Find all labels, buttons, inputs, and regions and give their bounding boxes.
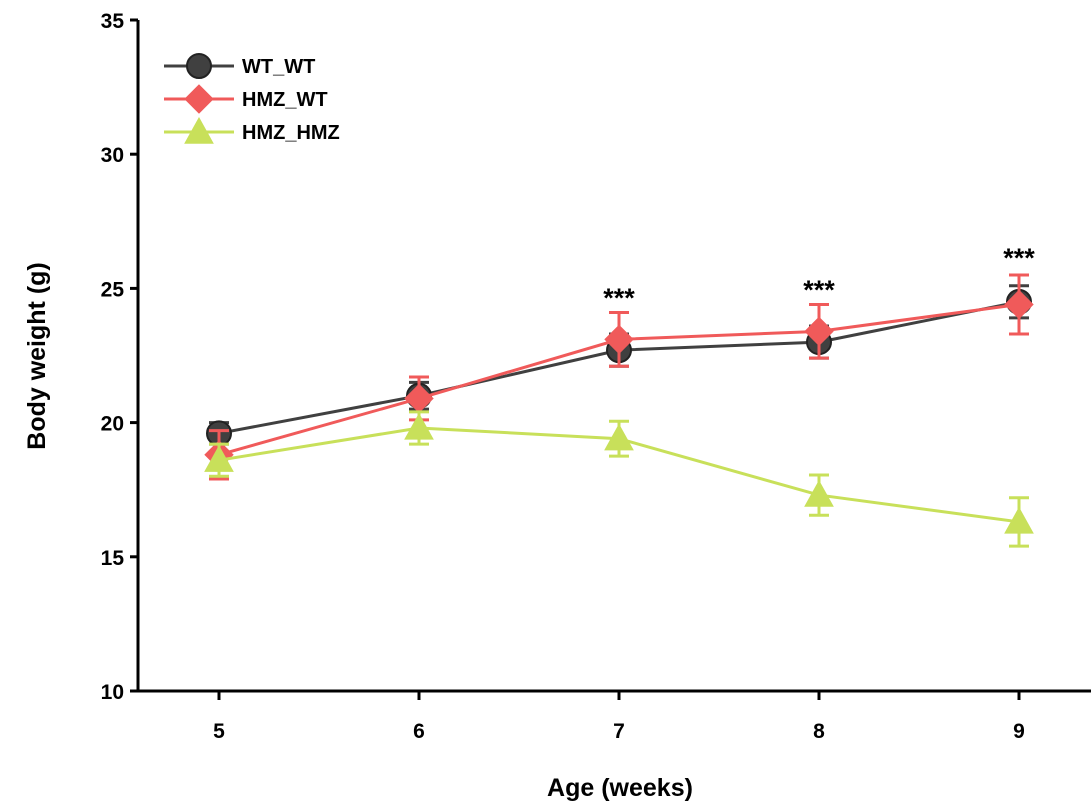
x-tick-label: 6: [413, 720, 425, 743]
legend-item-hmz-wt: HMZ_WT: [164, 84, 328, 114]
y-tick-label: 25: [101, 278, 125, 301]
y-tick-label: 20: [101, 413, 124, 436]
series-layer: [204, 273, 1034, 548]
y-tick-label: 35: [101, 10, 125, 33]
y-tick-label: 10: [101, 681, 124, 704]
data-point: [804, 480, 834, 507]
legend-marker: [184, 116, 214, 144]
legend-label: HMZ_WT: [242, 89, 328, 111]
significance-marker: ***: [803, 275, 835, 305]
x-tick-label: 5: [213, 720, 225, 743]
series-hmz-hmz: [204, 410, 1034, 548]
x-tick-label: 8: [813, 720, 825, 743]
data-point: [404, 412, 434, 440]
legend-label: WT_WT: [242, 56, 315, 78]
x-tick-label: 7: [613, 720, 625, 743]
data-point: [804, 316, 834, 347]
data-point: [1004, 506, 1034, 534]
chart-axes: 10 15 20 25 30 35 5 6 7 8 9: [101, 10, 1091, 743]
significance-marker: ***: [1003, 243, 1035, 273]
y-tick-label: 30: [101, 144, 124, 167]
legend-marker: [184, 84, 214, 114]
data-point: [204, 445, 234, 472]
data-point: [604, 423, 634, 451]
y-tick-label: 15: [101, 547, 125, 570]
legend-item-wt-wt: WT_WT: [164, 53, 315, 79]
annotation-layer: *** *** ***: [603, 243, 1035, 313]
significance-marker: ***: [603, 283, 635, 313]
data-point: [604, 324, 634, 355]
x-tick-label: 9: [1013, 720, 1025, 743]
legend-marker: [186, 53, 212, 79]
legend-label: HMZ_HMZ: [242, 122, 340, 144]
legend-item-hmz-hmz: HMZ_HMZ: [164, 116, 340, 144]
legend: WT_WT HMZ_WT HMZ_HMZ: [164, 53, 340, 144]
x-axis-title: Age (weeks): [547, 774, 693, 802]
y-axis-title: Body weight (g): [23, 262, 51, 449]
data-point: [1004, 289, 1034, 320]
